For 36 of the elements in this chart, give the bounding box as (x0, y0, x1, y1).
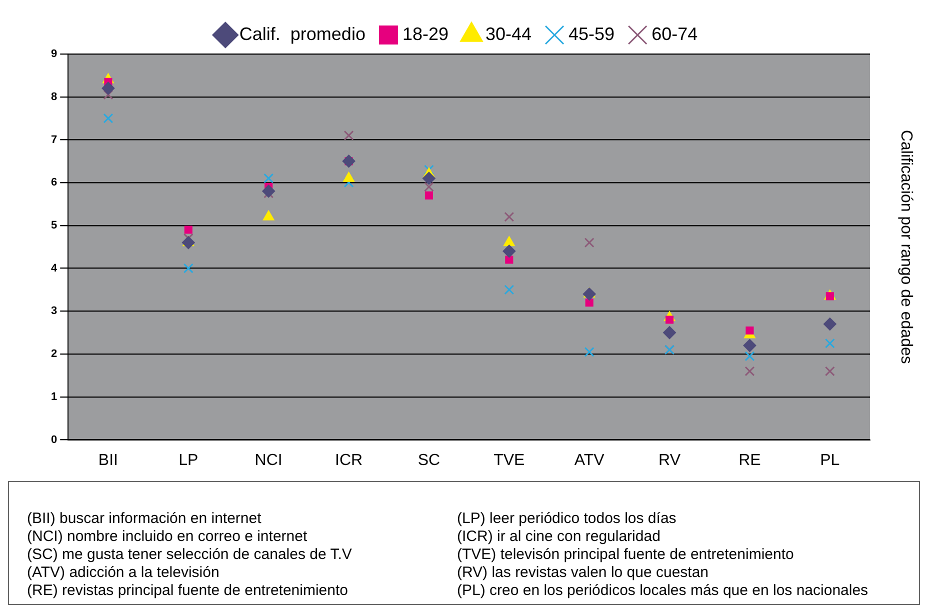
x-tick-label: ATV (574, 452, 605, 469)
text: (TVE) televisón principal fuente de entretenimiento (457, 546, 795, 564)
legend-label: 18-29 (402, 24, 448, 44)
legend-label: 30-44 (485, 24, 532, 44)
x-tick-label: TVE (494, 452, 525, 469)
text: (RV) las revistas valen lo que cuestan (457, 564, 710, 582)
legend-label: Calif. promedio (239, 24, 366, 44)
text: (PL) creo en los periódicos locales más que en los nacionales (457, 582, 870, 600)
y-tick-label: 4 (50, 262, 58, 274)
text: (LP) leer periódico todos los días (457, 510, 678, 528)
text: (SC) me gusta tener selección de canales de T.V (27, 546, 353, 564)
legend-label: 45-59 (568, 24, 615, 44)
x-tick-label: ICR (334, 452, 363, 469)
x-tick-label: SC (418, 452, 440, 469)
y-tick-label: 5 (50, 220, 58, 232)
y-axis-title: Calificación por rango de edades (898, 130, 915, 364)
y-tick-label: 8 (50, 90, 58, 103)
y-tick-label: 9 (50, 48, 58, 60)
text: (ICR) ir al cine con regularidad (457, 528, 662, 546)
x-tick-label: BII (98, 452, 118, 469)
y-tick-label: 7 (50, 134, 58, 146)
y-tick-label: 2 (50, 348, 58, 360)
text: (ATV) adicción a la televisión (27, 564, 220, 582)
y-tick-label: 1 (50, 390, 58, 403)
text: (BII) buscar información en internet (27, 510, 262, 528)
y-tick-label: 0 (50, 434, 58, 446)
legend-label: 60-74 (652, 24, 698, 44)
x-tick-label: RV (658, 452, 681, 469)
text: (RE) revistas principal fuente de entretenimiento (27, 582, 349, 600)
x-tick-label: LP (178, 452, 198, 469)
x-tick-label: RE (738, 452, 761, 469)
y-tick-label: 3 (50, 305, 58, 318)
x-tick-label: PL (820, 452, 840, 469)
text: (NCI) nombre incluido en correo e internet (27, 528, 308, 546)
x-tick-label: NCI (254, 452, 282, 469)
y-tick-label: 6 (50, 176, 58, 189)
